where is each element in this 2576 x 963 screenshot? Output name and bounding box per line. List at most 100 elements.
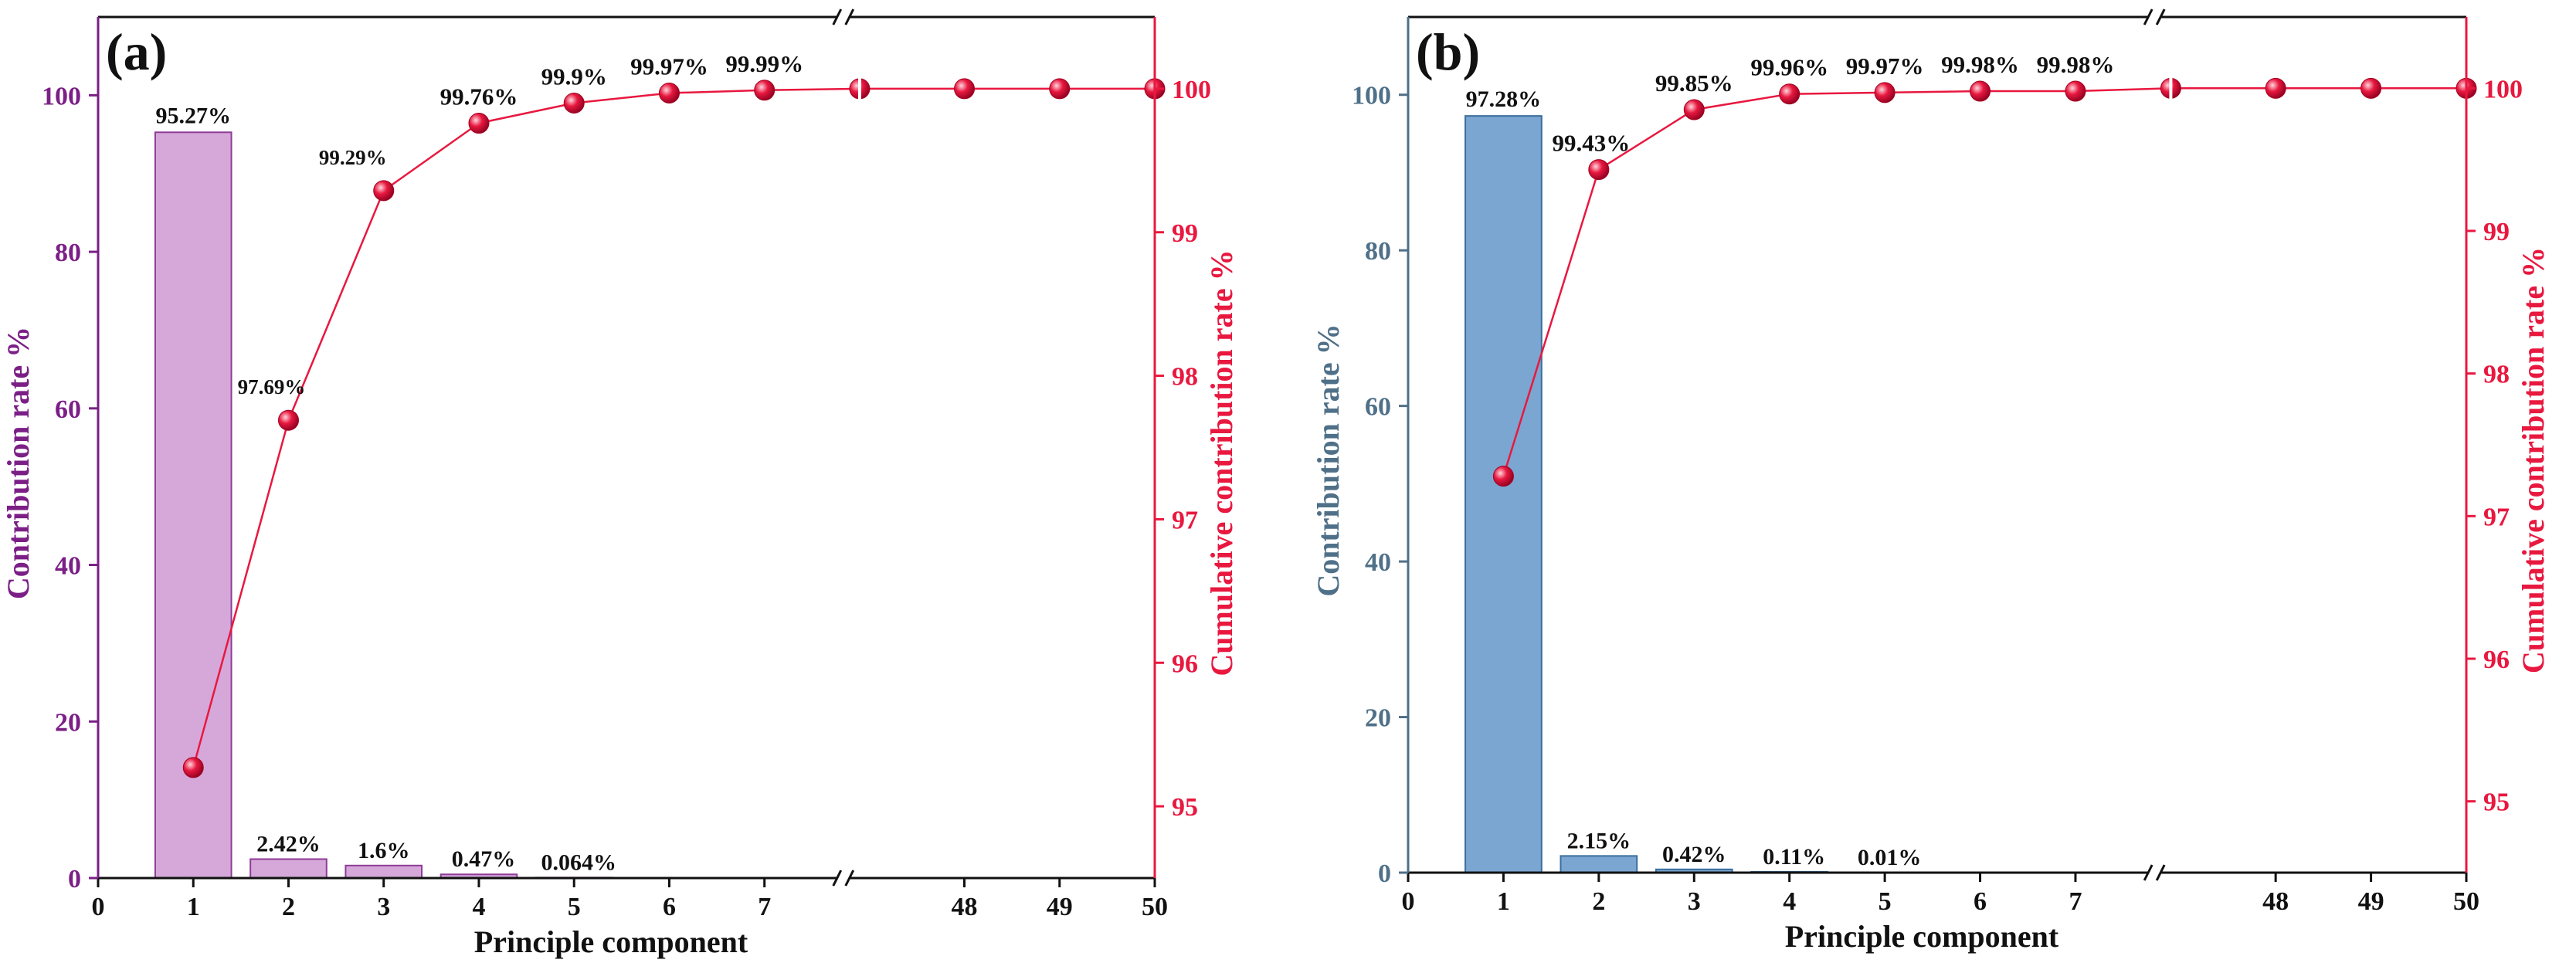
right-y-tick-label-96: 96 xyxy=(2483,646,2510,674)
cumulative-point-6 xyxy=(658,82,680,103)
x-axis-break-tick-2 xyxy=(2155,864,2166,881)
right-y-tick-label-99: 99 xyxy=(1172,219,1198,248)
x-axis-title: Principle component xyxy=(1785,919,2059,954)
x-tick-label-0: 0 xyxy=(92,893,105,921)
bar-label-5: 0.064% xyxy=(541,849,616,875)
cumulative-point-49 xyxy=(1049,78,1071,100)
left-y-tick-label-60: 60 xyxy=(55,395,81,424)
cumulative-point-49 xyxy=(2360,77,2382,99)
cumulative-label-4: 99.76% xyxy=(440,83,518,110)
cumulative-label-7: 99.99% xyxy=(725,50,803,77)
bar-1 xyxy=(154,131,232,879)
cumulative-line xyxy=(1502,87,2466,476)
break-marker-gap xyxy=(857,76,861,101)
right-y-tick-label-99: 99 xyxy=(2483,218,2510,246)
x-axis-break-tick-1 xyxy=(2143,864,2153,881)
left-y-axis-title: Contribution rate % xyxy=(1311,324,1346,596)
right-y-tick-label-95: 95 xyxy=(1172,793,1198,822)
cumulative-point-7 xyxy=(2065,80,2086,102)
left-y-tick-label-40: 40 xyxy=(55,552,81,581)
x-tick-label-2: 2 xyxy=(1592,887,1605,916)
left-y-tick-label-80: 80 xyxy=(1365,237,1391,266)
bar-3 xyxy=(344,864,423,880)
x-tick-label-6: 6 xyxy=(1974,887,1987,916)
left-y-tick-label-40: 40 xyxy=(1365,548,1391,577)
left-y-tick-label-100: 100 xyxy=(42,82,81,110)
right-y-axis-title: Cumulative contribution rate % xyxy=(1204,249,1239,676)
left-y-tick-label-20: 20 xyxy=(1365,704,1391,733)
panel-label: (b) xyxy=(1416,22,1480,81)
chart-panel-a: 95.27% 2.42% 1.6% 0.47% 0.064% 97.69% 99.29% 99… xyxy=(1,8,1239,959)
bar-label-4: 0.11% xyxy=(1763,844,1825,870)
x-tick-label-7: 7 xyxy=(2069,887,2082,916)
right-y-tick-label-98: 98 xyxy=(1172,363,1198,392)
right-y-tick-label-97: 97 xyxy=(1172,506,1198,534)
bar-label-2: 2.15% xyxy=(1567,828,1631,853)
x-tick-label-1: 1 xyxy=(1497,887,1510,916)
left-y-tick-label-0: 0 xyxy=(68,865,81,893)
x-tick-label-4: 4 xyxy=(1783,887,1796,916)
x-tick-label-48: 48 xyxy=(952,893,978,921)
cumulative-point-4 xyxy=(468,113,490,134)
cumulative-point-48 xyxy=(954,78,976,100)
top-axis-break-tick-2 xyxy=(844,8,855,25)
cumulative-label-5: 99.97% xyxy=(1846,53,1924,80)
left-y-tick-label-20: 20 xyxy=(55,708,81,737)
x-tick-label-49: 49 xyxy=(2358,887,2384,916)
cumulative-line xyxy=(192,87,1155,768)
left-y-tick-label-80: 80 xyxy=(55,239,81,267)
right-y-tick-label-96: 96 xyxy=(1172,649,1198,678)
x-tick-label-49: 49 xyxy=(1047,893,1073,921)
x-tick-label-5: 5 xyxy=(568,893,581,921)
bar-label-4: 0.47% xyxy=(452,846,516,872)
cumulative-point-7 xyxy=(754,80,776,101)
right-y-tick-label-97: 97 xyxy=(2483,503,2510,531)
bar-label-3: 1.6% xyxy=(358,838,410,863)
break-marker-gap xyxy=(2169,76,2173,101)
cumulative-label-4: 99.96% xyxy=(1750,54,1828,81)
panel-label: (a) xyxy=(106,22,167,81)
cumulative-point-2 xyxy=(1588,159,1610,181)
x-tick-label-6: 6 xyxy=(663,893,676,921)
x-tick-label-7: 7 xyxy=(758,893,771,921)
right-y-tick-label-98: 98 xyxy=(2483,361,2510,389)
right-y-tick-label-95: 95 xyxy=(2483,788,2510,817)
left-y-tick-label-60: 60 xyxy=(1365,393,1391,422)
cumulative-label-2: 97.69% xyxy=(238,375,306,398)
cumulative-point-3 xyxy=(1683,99,1705,120)
x-tick-label-3: 3 xyxy=(1688,887,1701,916)
bar-2 xyxy=(1560,855,1638,873)
x-tick-label-48: 48 xyxy=(2262,887,2289,916)
bar-1 xyxy=(1464,115,1543,874)
bar-label-3: 0.42% xyxy=(1662,842,1726,867)
cumulative-point-1 xyxy=(182,757,204,778)
bar-label-2: 2.42% xyxy=(256,831,321,856)
x-tick-label-50: 50 xyxy=(1142,893,1168,921)
bar-2 xyxy=(249,858,328,879)
cumulative-label-3: 99.29% xyxy=(319,146,387,169)
right-y-tick-label-100: 100 xyxy=(1172,76,1211,104)
left-y-tick-label-100: 100 xyxy=(1352,82,1391,110)
bar-label-1: 95.27% xyxy=(155,103,231,128)
cumulative-label-3: 99.85% xyxy=(1655,70,1733,97)
cumulative-point-6 xyxy=(1970,80,1991,102)
cumulative-label-5: 99.9% xyxy=(541,63,607,90)
x-tick-label-2: 2 xyxy=(282,893,295,921)
cumulative-label-7: 99.98% xyxy=(2037,51,2115,78)
x-tick-label-0: 0 xyxy=(1402,887,1415,916)
x-tick-label-3: 3 xyxy=(377,893,390,921)
bar-label-1: 97.28% xyxy=(1466,86,1542,112)
cumulative-label-6: 99.98% xyxy=(1941,51,2019,78)
x-axis-break-tick-2 xyxy=(844,870,855,887)
cumulative-point-2 xyxy=(277,409,299,431)
x-tick-label-4: 4 xyxy=(472,893,485,921)
bar-label-5: 0.01% xyxy=(1858,845,1922,870)
cumulative-point-5 xyxy=(563,93,585,114)
left-y-tick-label-0: 0 xyxy=(1378,860,1391,888)
cumulative-point-48 xyxy=(2265,77,2286,99)
chart-panel-b: 97.28% 2.15% 0.42% 0.11% 0.01% 99.43% 99.85% 99… xyxy=(1311,8,2551,954)
x-tick-label-1: 1 xyxy=(187,893,200,921)
right-y-axis-title: Cumulative contribution rate % xyxy=(2516,247,2551,673)
top-axis-break-tick-2 xyxy=(2155,8,2166,25)
